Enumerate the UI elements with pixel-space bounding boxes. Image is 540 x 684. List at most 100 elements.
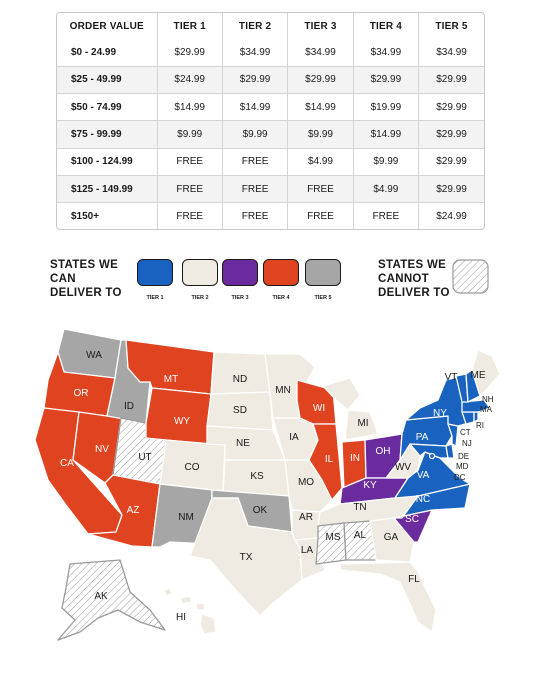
label-ri: RI xyxy=(476,421,484,430)
label-mo: MO xyxy=(298,477,314,488)
label-nd: ND xyxy=(233,374,247,385)
order-range-cell: $25 - 49.99 xyxy=(57,66,158,94)
label-fl: FL xyxy=(408,574,420,585)
label-al: AL xyxy=(354,530,367,541)
state-il xyxy=(308,423,343,501)
rate-cell: FREE xyxy=(157,202,223,229)
label-ct: CT xyxy=(460,428,471,437)
label-ms: MS xyxy=(326,532,341,543)
rate-cell: FREE xyxy=(222,202,289,229)
rate-cell: FREE xyxy=(222,175,289,204)
tier-1-swatch xyxy=(137,259,173,286)
rate-cell: $34.99 xyxy=(353,40,420,67)
rate-cell: $29.99 xyxy=(287,66,354,94)
tier-2-label: TIER 2 xyxy=(191,295,209,301)
tier-3-label: TIER 3 xyxy=(231,295,249,301)
header-tier-1: TIER 1 xyxy=(157,13,223,40)
rate-cell: FREE xyxy=(353,202,420,229)
label-nm: NM xyxy=(178,512,194,523)
rate-cell: $29.99 xyxy=(157,40,223,67)
label-ky: KY xyxy=(363,480,377,491)
table-row: $25 - 49.99 $24.99 $29.99 $29.99 $29.99 … xyxy=(57,66,484,94)
state-mi xyxy=(322,377,379,441)
label-me: ME xyxy=(471,370,486,381)
label-va: VA xyxy=(417,470,430,481)
us-delivery-map: WA OR CA NV ID UT AZ MT WY CO NM ND SD N… xyxy=(34,328,501,641)
state-dc xyxy=(428,452,436,460)
rate-cell: $29.99 xyxy=(353,66,420,94)
order-range-cell: $150+ xyxy=(57,202,158,229)
label-ak: AK xyxy=(94,591,108,602)
rate-cell: $29.99 xyxy=(418,93,484,122)
state-fl xyxy=(339,561,437,633)
label-id: ID xyxy=(124,401,134,412)
order-range-cell: $125 - 149.99 xyxy=(57,175,158,204)
label-ca: CA xyxy=(60,458,74,469)
label-nv: NV xyxy=(95,444,109,455)
label-mt: MT xyxy=(164,374,178,385)
header-tier-2: TIER 2 xyxy=(222,13,289,40)
table-row: $75 - 99.99 $9.99 $9.99 $9.99 $14.99 $29… xyxy=(57,120,484,149)
rate-cell: $19.99 xyxy=(353,93,420,122)
table-row: $0 - 24.99 $29.99 $34.99 $34.99 $34.99 $… xyxy=(57,40,484,67)
order-range-cell: $100 - 124.99 xyxy=(57,148,158,176)
label-co: CO xyxy=(185,462,200,473)
state-tx xyxy=(189,497,303,617)
label-tn: TN xyxy=(353,502,366,513)
order-range-cell: $50 - 74.99 xyxy=(57,93,158,122)
rate-cell: $24.99 xyxy=(436,210,467,222)
label-md: MD xyxy=(456,462,469,471)
state-nd xyxy=(210,351,271,395)
rate-cell: $29.99 xyxy=(418,120,484,149)
label-sc: SC xyxy=(405,514,419,525)
rate-cell: $14.99 xyxy=(157,93,223,122)
label-nj: NJ xyxy=(462,439,472,448)
rate-cell: $34.99 xyxy=(287,40,354,67)
label-tx: TX xyxy=(240,552,253,563)
state-me xyxy=(471,349,501,397)
rate-cell: $29.99 xyxy=(418,66,484,94)
rate-cell: $9.99 xyxy=(353,148,420,176)
label-ar: AR xyxy=(299,512,313,523)
rate-cell: $9.99 xyxy=(222,120,289,149)
label-ia: IA xyxy=(289,432,299,443)
label-la: LA xyxy=(301,545,314,556)
label-oh: OH xyxy=(376,446,391,457)
label-de: DE xyxy=(458,452,469,461)
rate-cell: FREE xyxy=(287,175,354,204)
tier-5-label: TIER 5 xyxy=(314,295,332,301)
label-ok: OK xyxy=(253,505,268,516)
label-nh: NH xyxy=(482,395,494,404)
label-mn: MN xyxy=(275,385,291,396)
label-sd: SD xyxy=(233,405,247,416)
table-row: $150+ FREE FREE FREE FREE $24.99 xyxy=(57,202,484,229)
label-vt: VT xyxy=(445,372,458,383)
tier-5-swatch xyxy=(305,259,341,286)
state-ak xyxy=(57,559,166,641)
label-wy: WY xyxy=(174,416,190,427)
label-or: OR xyxy=(74,388,89,399)
state-de xyxy=(445,443,455,459)
table-row: $50 - 74.99 $14.99 $14.99 $14.99 $19.99 … xyxy=(57,93,484,122)
rate-cell: FREE xyxy=(222,148,289,176)
tier-2-swatch xyxy=(182,259,218,286)
label-ga: GA xyxy=(384,532,399,543)
label-wi: WI xyxy=(313,403,325,414)
can-deliver-title: STATES WE CAN DELIVER TO xyxy=(50,259,122,299)
order-range-cell: $75 - 99.99 xyxy=(57,120,158,149)
rate-cell: $34.99 xyxy=(222,40,289,67)
rate-cell: $9.99 xyxy=(157,120,223,149)
label-ks: KS xyxy=(250,471,264,482)
rate-cell: $34.99 xyxy=(418,40,484,67)
state-hi xyxy=(163,587,217,635)
cannot-deliver-title: STATES WE CANNOT DELIVER TO xyxy=(378,259,450,299)
table-row: $125 - 149.99 FREE FREE FREE $4.99 $29.9… xyxy=(57,175,484,204)
rate-cell: FREE xyxy=(157,175,223,204)
header-tier-4: TIER 4 xyxy=(353,13,420,40)
rate-cell: $14.99 xyxy=(287,93,354,122)
order-range-cell: $0 - 24.99 xyxy=(57,40,158,67)
rate-cell: $14.99 xyxy=(353,120,420,149)
shipping-rate-table: ORDER VALUE TIER 1 TIER 2 TIER 3 TIER 4 … xyxy=(56,12,485,230)
rate-cell: $14.99 xyxy=(222,93,289,122)
label-pa: PA xyxy=(416,432,429,443)
